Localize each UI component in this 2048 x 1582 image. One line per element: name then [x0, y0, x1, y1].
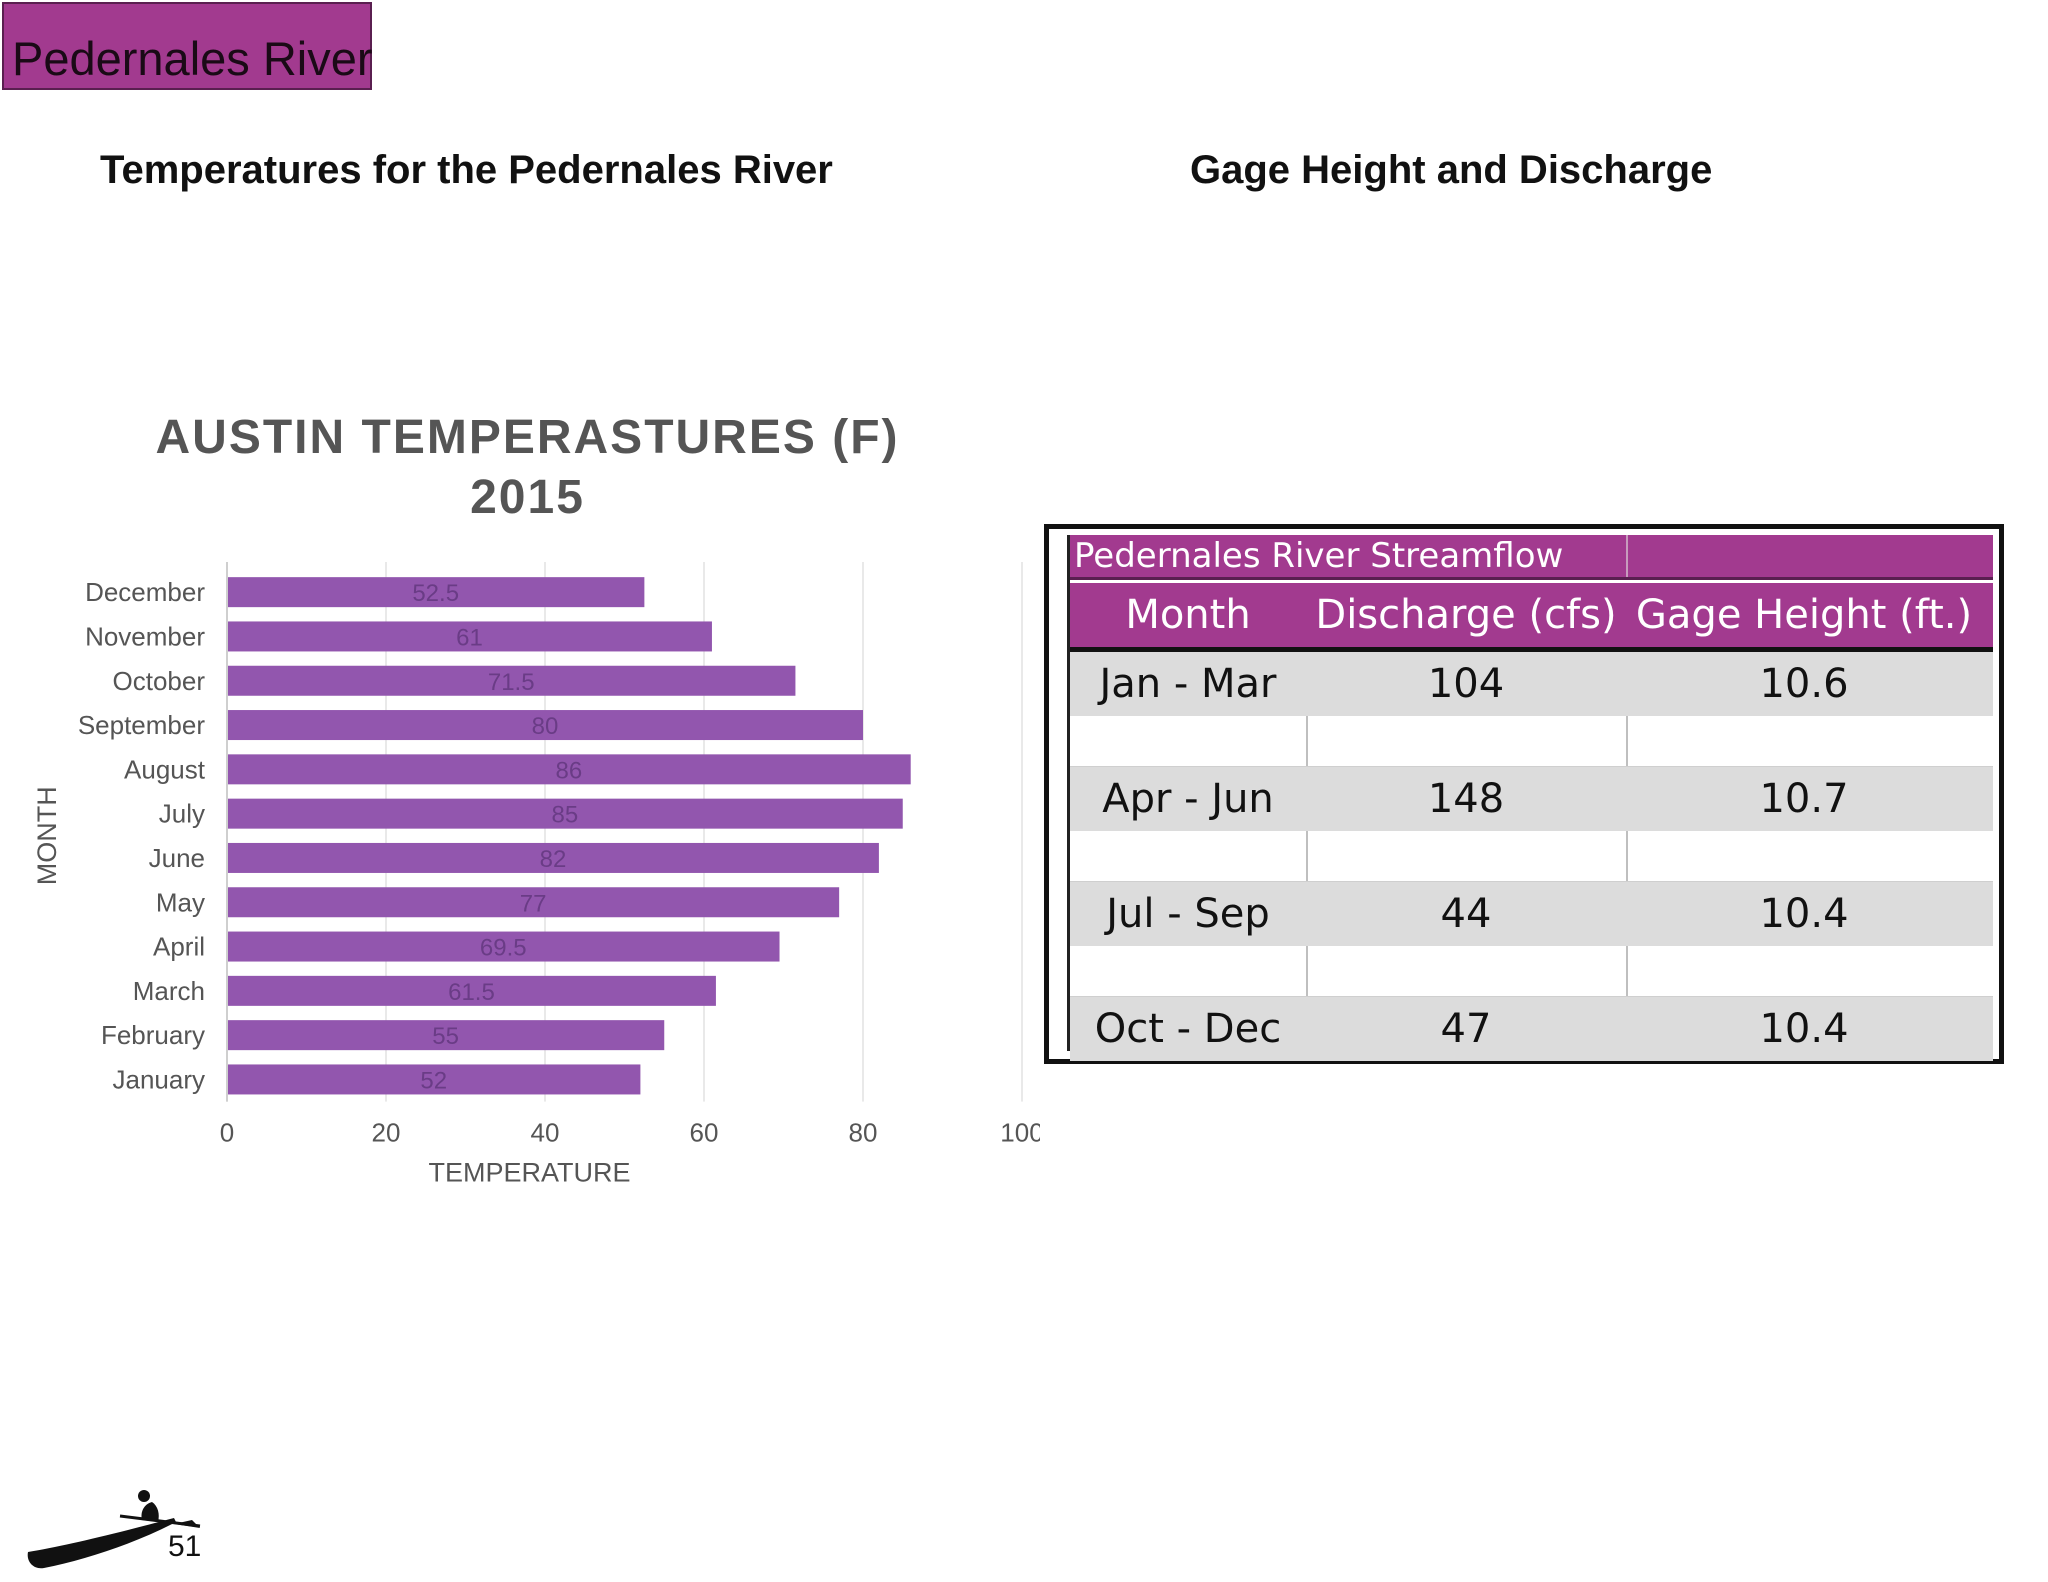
- bar: [227, 887, 840, 918]
- chart-title: AUSTIN TEMPERASTURES (F): [155, 411, 900, 464]
- cell-discharge: 148: [1427, 776, 1505, 822]
- table-row: Jul - Sep 44 10.4: [1070, 882, 1993, 946]
- header-discharge: Discharge (cfs): [1315, 592, 1617, 638]
- data-label: 52.5: [412, 580, 459, 607]
- bar: [227, 665, 796, 696]
- x-tick-label: 20: [372, 1118, 401, 1148]
- table-row: Oct - Dec 47 10.4: [1070, 997, 1993, 1061]
- table-title-divider: [1626, 535, 1628, 577]
- data-label: 82: [540, 846, 567, 873]
- x-tick-label: 60: [690, 1118, 719, 1148]
- temperature-bar-chart: 0 20 40 60 80 100 December 52.5 November 61 Octobe…: [32, 562, 1040, 1188]
- x-tick-label: 0: [220, 1118, 234, 1148]
- y-tick-label: November: [85, 621, 205, 651]
- temperature-heading: Temperatures for the Pedernales River: [100, 148, 833, 192]
- y-tick-label: February: [101, 1020, 205, 1050]
- y-tick-label: January: [113, 1064, 206, 1094]
- page-number: 51: [168, 1530, 202, 1563]
- y-tick-label: June: [149, 843, 205, 873]
- table-spacer-row: [1070, 831, 1993, 882]
- bar: [227, 842, 879, 873]
- cell-discharge: 44: [1440, 891, 1492, 937]
- bar: [227, 798, 903, 829]
- bar: [227, 1020, 665, 1051]
- data-label: 80: [532, 713, 559, 740]
- x-tick-label: 80: [849, 1118, 878, 1148]
- data-label: 85: [552, 802, 579, 829]
- bar: [227, 621, 712, 652]
- header-gage-height: Gage Height (ft.): [1635, 592, 1973, 638]
- x-axis-title: TEMPERATURE: [428, 1158, 630, 1188]
- y-tick-label: October: [113, 666, 206, 696]
- cell-gage-height: 10.4: [1759, 891, 1849, 937]
- cell-gage-height: 10.7: [1759, 776, 1849, 822]
- bar: [227, 710, 863, 741]
- page-tag: Pedernales River: [2, 2, 373, 90]
- cell-gage-height: 10.6: [1759, 661, 1849, 707]
- page-tag-label: Pedernales River: [12, 32, 373, 85]
- data-label: 69.5: [480, 935, 527, 962]
- bar: [227, 931, 780, 962]
- cell-month: Apr - Jun: [1102, 776, 1274, 822]
- data-label: 77: [520, 890, 547, 917]
- y-tick-label: July: [159, 799, 205, 829]
- y-tick-label: May: [156, 887, 205, 917]
- cell-discharge: 47: [1440, 1006, 1492, 1052]
- y-tick-label: March: [133, 976, 205, 1006]
- bar: [227, 1064, 641, 1095]
- cell-gage-height: 10.4: [1759, 1006, 1849, 1052]
- table-row: Apr - Jun 148 10.7: [1070, 767, 1993, 831]
- table-title: Pedernales River Streamflow: [1070, 535, 1993, 580]
- table-row: Jan - Mar 104 10.6: [1070, 652, 1993, 716]
- y-tick-label: April: [153, 932, 205, 962]
- y-tick-label: December: [85, 577, 205, 607]
- table-spacer-row: [1070, 946, 1993, 997]
- x-tick-label: 40: [531, 1118, 560, 1148]
- chart-subtitle: 2015: [470, 471, 585, 524]
- cell-month: Jul - Sep: [1106, 891, 1270, 937]
- bar: [227, 577, 645, 608]
- data-label: 71.5: [488, 669, 535, 696]
- x-tick-label: 100: [1000, 1118, 1040, 1148]
- header-month: Month: [1125, 592, 1251, 638]
- table-spacer-row: [1070, 716, 1993, 767]
- y-tick-label: September: [78, 710, 206, 740]
- bar: [227, 754, 911, 785]
- y-tick-label: August: [124, 754, 206, 784]
- kayaker-icon: [27, 1490, 201, 1569]
- streamflow-table: Pedernales River Streamflow Month Discha…: [1044, 524, 2004, 1064]
- cell-discharge: 104: [1427, 661, 1505, 707]
- data-label: 55: [432, 1023, 459, 1050]
- data-label: 61.5: [448, 979, 495, 1006]
- cell-month: Oct - Dec: [1094, 1006, 1282, 1052]
- gage-heading: Gage Height and Discharge: [1190, 148, 1713, 192]
- streamflow-table-body: Pedernales River Streamflow Month Discha…: [1067, 535, 1993, 1061]
- table-header: Month Discharge (cfs) Gage Height (ft.): [1070, 583, 1993, 652]
- data-label: 86: [555, 757, 582, 784]
- data-label: 61: [456, 624, 483, 651]
- y-axis-title: MONTH: [32, 786, 62, 885]
- cell-month: Jan - Mar: [1099, 661, 1277, 707]
- bar: [227, 975, 716, 1006]
- table-title-text: Pedernales River Streamflow: [1074, 536, 1564, 576]
- data-label: 52: [420, 1067, 447, 1094]
